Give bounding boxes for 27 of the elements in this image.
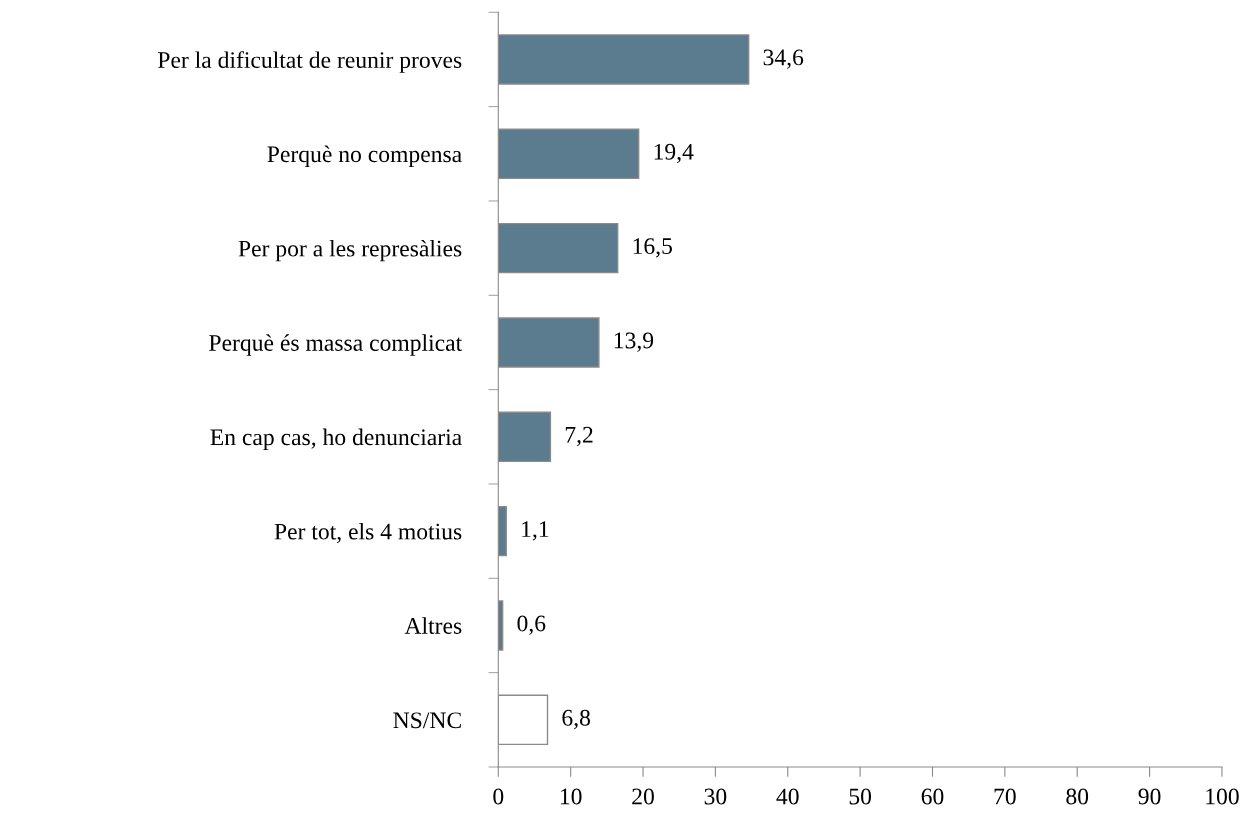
x-tick-label: 30 [704, 788, 727, 805]
y-tick-label: NS/NC [393, 712, 461, 729]
y-tick-label: Altres [404, 617, 462, 634]
data-label: 1,1 [522, 521, 549, 541]
data-label: 0,6 [517, 615, 546, 635]
x-tick-label: 70 [994, 788, 1016, 805]
data-label: 19,4 [654, 143, 694, 164]
y-tick-label: Per la dificultat de reunir proves [157, 51, 462, 73]
x-tick-label: 0 [493, 788, 504, 805]
data-label: 7,2 [565, 426, 593, 447]
y-tick-label: Per tot, els 4 motius [274, 522, 462, 543]
data-label: 13,9 [614, 332, 654, 352]
y-tick-label: En cap cas, ho denunciaria [210, 428, 462, 451]
x-tick-label: 50 [849, 788, 872, 805]
x-tick-label: 20 [632, 788, 654, 805]
x-tick-label: 80 [1066, 788, 1089, 805]
y-tick-label: Perquè és massa complicat [209, 334, 463, 356]
y-tick-label: Perquè no compensa [267, 145, 462, 168]
data-label: 16,5 [633, 238, 672, 258]
y-tick-label: Per por a les represàlies [238, 239, 462, 262]
x-tick-label: 100 [1206, 788, 1239, 805]
x-tick-label: 60 [921, 788, 944, 805]
x-tick-label: 40 [776, 788, 799, 805]
data-label: 34,6 [763, 49, 804, 69]
data-label: 6,8 [562, 709, 591, 730]
x-tick-label: 10 [560, 788, 582, 805]
x-tick-label: 90 [1138, 788, 1161, 805]
